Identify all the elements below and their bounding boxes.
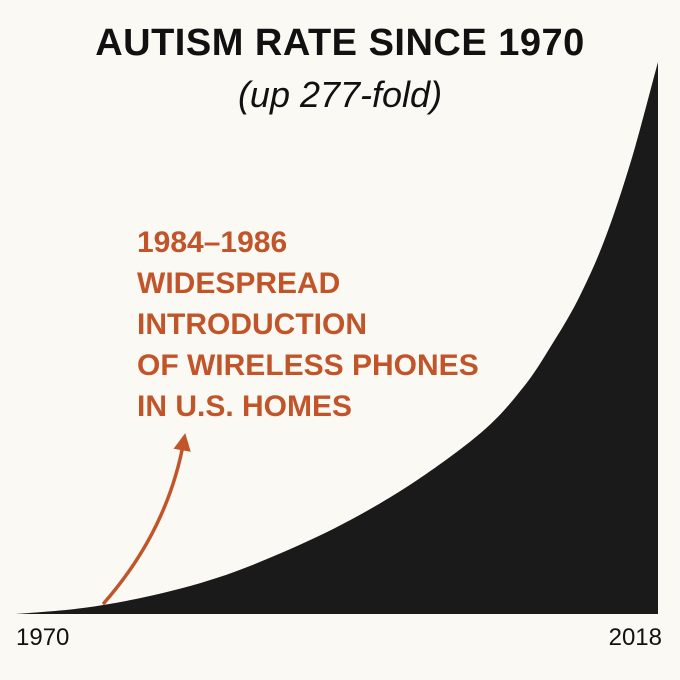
annotation-line-wireless: OF WIRELESS PHONES — [137, 349, 479, 382]
annotation-line-dates: 1984–1986 — [137, 226, 288, 259]
annotation-line-widespread: WIDESPREAD — [137, 267, 341, 300]
chart-title: AUTISM RATE SINCE 1970 — [95, 22, 585, 64]
annotation-line-introduction: INTRODUCTION — [137, 308, 367, 341]
x-tick-label-end: 2018 — [608, 624, 662, 651]
chart-subtitle: (up 277-fold) — [237, 74, 443, 115]
area-series — [16, 62, 658, 614]
annotation-line-homes: IN U.S. HOMES — [137, 390, 353, 423]
annotation-arrow — [102, 433, 191, 605]
x-tick-label-start: 1970 — [16, 624, 70, 651]
annotation-text: 1984–1986 WIDESPREAD INTRODUCTION OF WIR… — [137, 222, 479, 427]
